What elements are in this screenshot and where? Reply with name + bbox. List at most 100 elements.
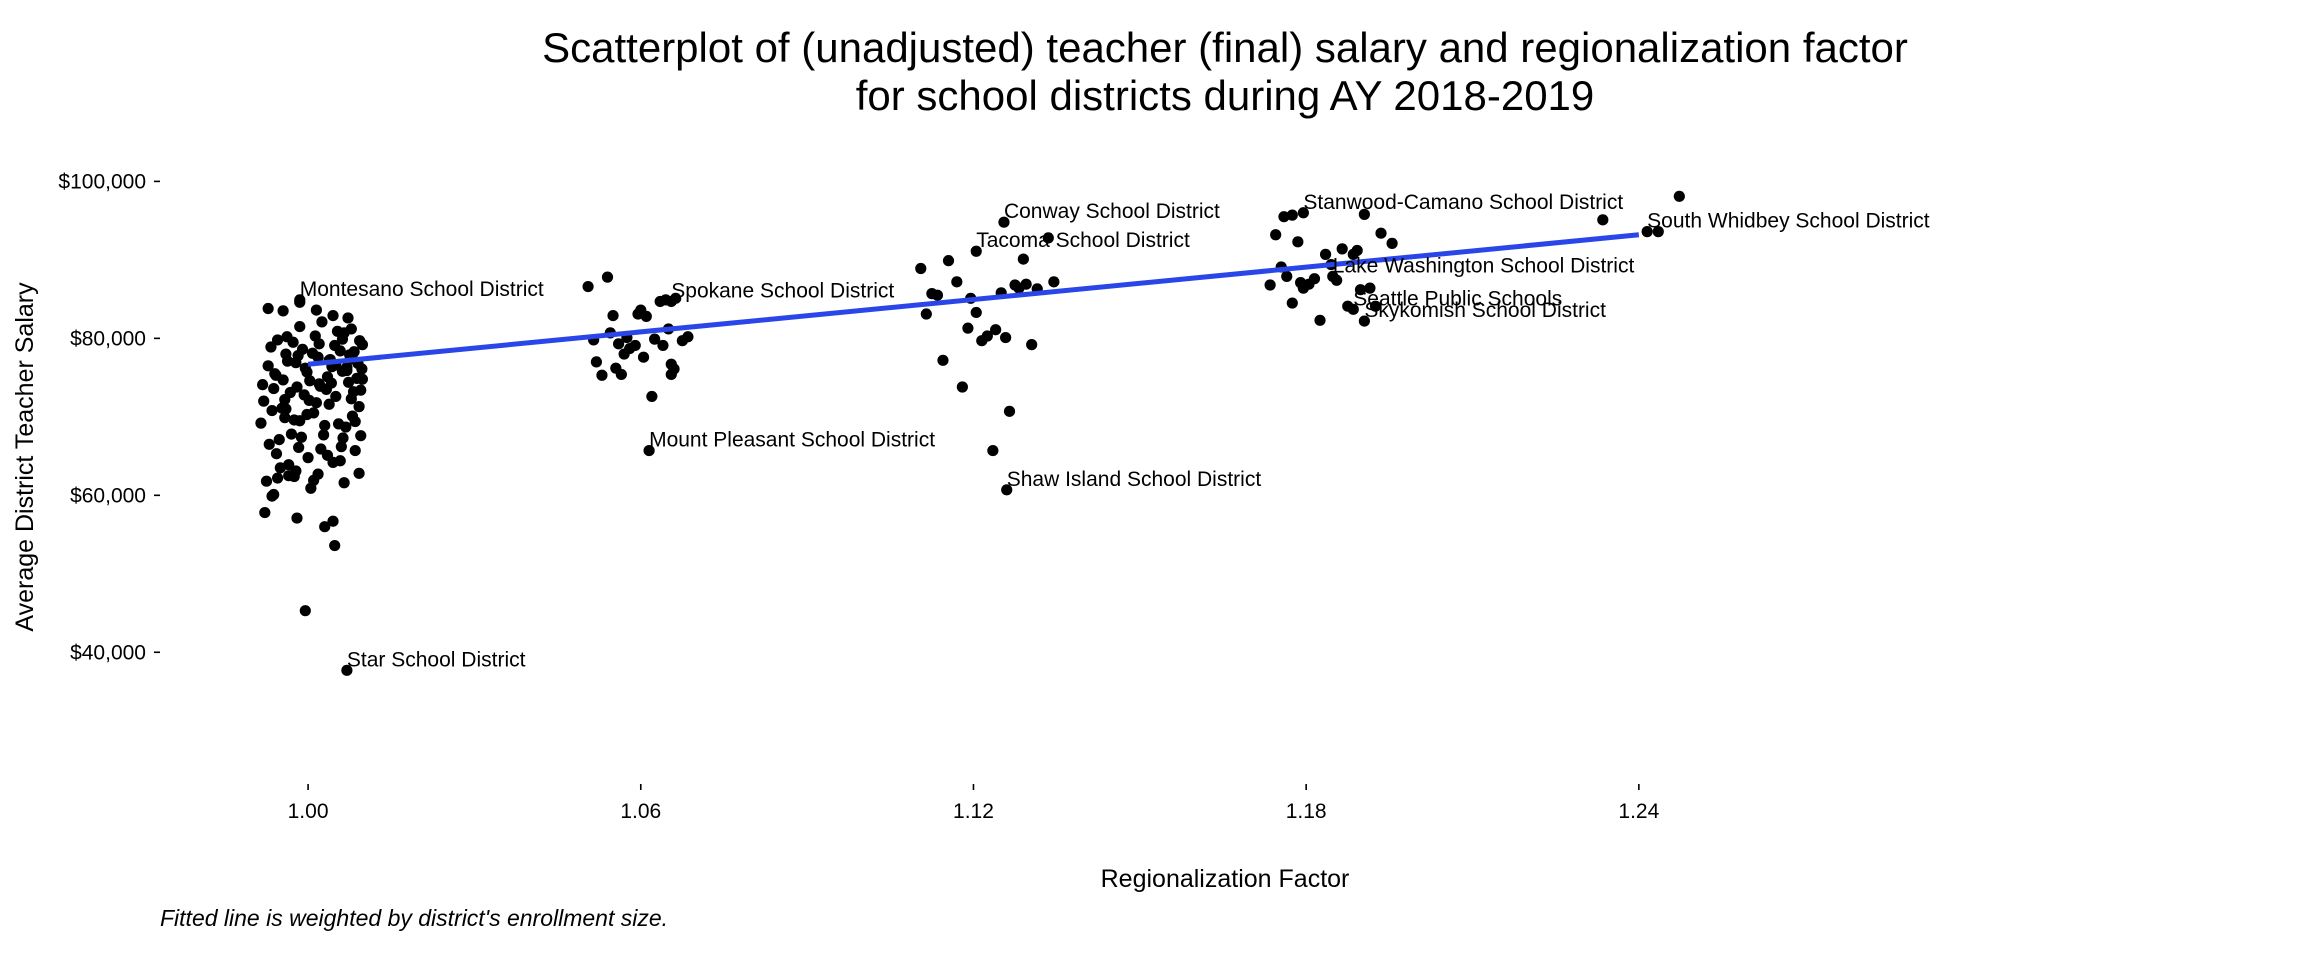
data-point <box>349 415 361 428</box>
x-tick-label: 1.12 <box>953 800 994 823</box>
labeled-data-point <box>1297 207 1309 219</box>
point-label: Skykomish School District <box>1364 299 1606 322</box>
data-point <box>262 302 274 315</box>
point-label: Montesano School District <box>300 278 544 301</box>
data-point <box>291 512 303 524</box>
data-point <box>270 448 283 460</box>
data-point <box>1336 243 1348 255</box>
data-point <box>259 506 271 519</box>
data-point <box>334 455 346 467</box>
y-tick-label: $100,000 <box>58 170 146 193</box>
data-point <box>637 351 650 363</box>
data-point <box>1652 226 1664 238</box>
data-point <box>270 369 282 381</box>
data-point <box>970 306 982 319</box>
labeled-data-point <box>294 294 306 306</box>
data-point <box>1017 253 1029 265</box>
data-point <box>1597 214 1609 226</box>
data-point <box>337 432 349 444</box>
labeled-data-point <box>643 444 655 457</box>
data-point <box>321 449 334 461</box>
data-point <box>356 363 368 375</box>
data-point <box>937 354 949 366</box>
y-tick-label: $80,000 <box>70 327 146 350</box>
point-labels-layer: Montesano School District Spokane School … <box>300 191 1930 672</box>
data-point <box>353 401 365 413</box>
data-point <box>301 366 313 378</box>
data-point <box>323 398 335 410</box>
point-label: Conway School District <box>1004 200 1220 223</box>
data-point <box>334 345 346 357</box>
data-point <box>292 350 304 362</box>
data-point <box>301 408 313 421</box>
data-point <box>257 379 269 391</box>
data-point <box>345 323 357 335</box>
data-point <box>1673 190 1685 202</box>
data-point <box>990 324 1002 336</box>
x-tick-label: 1.00 <box>288 800 329 823</box>
data-point <box>1042 232 1054 244</box>
data-point <box>266 404 278 417</box>
data-point <box>319 521 331 533</box>
data-point <box>302 452 314 464</box>
data-point <box>1319 248 1332 260</box>
data-point <box>303 394 315 406</box>
labeled-data-point <box>1001 484 1013 496</box>
data-point <box>265 341 277 353</box>
data-point <box>312 351 324 363</box>
data-point <box>281 331 293 343</box>
data-point <box>279 412 291 424</box>
data-point <box>318 429 330 441</box>
labeled-data-point <box>1347 303 1359 315</box>
data-point <box>342 312 354 324</box>
data-point <box>293 441 305 454</box>
point-label: Tacoma School District <box>976 229 1190 252</box>
data-point <box>294 320 306 333</box>
data-point <box>657 339 669 352</box>
data-point <box>1270 229 1282 241</box>
chart-caption: Fitted line is weighted by district's en… <box>160 905 668 931</box>
data-point <box>316 316 328 328</box>
data-point <box>1375 227 1387 239</box>
data-point <box>1358 208 1370 220</box>
data-point <box>268 382 280 395</box>
data-point <box>294 415 306 427</box>
data-point <box>1286 209 1298 221</box>
data-point <box>276 402 288 414</box>
data-point <box>612 338 625 350</box>
data-point <box>341 361 353 373</box>
data-point <box>327 309 339 322</box>
data-point <box>308 474 320 487</box>
labeled-data-point <box>998 216 1010 228</box>
data-point <box>1278 211 1290 223</box>
data-point <box>951 276 963 288</box>
data-point <box>314 380 326 392</box>
data-point <box>349 444 361 457</box>
data-point <box>942 255 955 267</box>
x-tick-label: 1.24 <box>1618 800 1659 823</box>
y-axis-title: Average District Teacher Salary <box>11 282 39 632</box>
data-point <box>330 390 342 403</box>
data-point <box>340 421 352 433</box>
data-point <box>273 433 285 446</box>
data-point <box>1354 284 1367 296</box>
fit-line-layer <box>307 232 1640 367</box>
data-point <box>285 428 298 440</box>
y-tick-label: $60,000 <box>70 484 146 507</box>
data-point <box>582 280 594 293</box>
data-point <box>347 386 360 398</box>
labeled-data-point <box>341 664 353 676</box>
labeled-data-point <box>1358 315 1370 327</box>
data-point <box>1369 300 1382 312</box>
y-tick-label: $40,000 <box>70 641 146 664</box>
data-point <box>1003 405 1016 417</box>
data-point <box>271 472 284 484</box>
data-point <box>325 377 337 389</box>
data-point <box>1026 339 1038 351</box>
data-point <box>1286 297 1298 309</box>
data-point <box>310 304 322 316</box>
data-point <box>596 369 608 381</box>
data-point <box>987 444 999 457</box>
data-point <box>279 393 291 406</box>
